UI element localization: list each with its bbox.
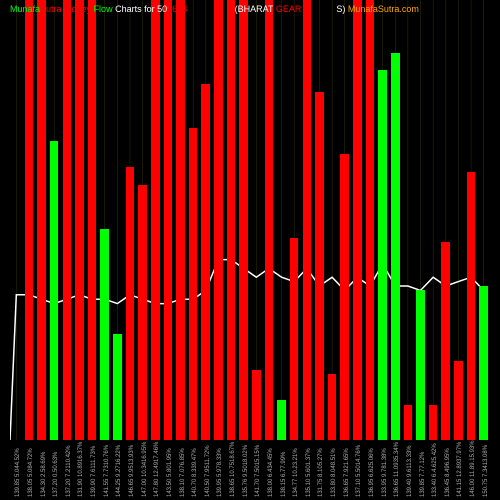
x-label: 133.80 8.048.51% [331, 448, 337, 497]
bar [416, 290, 425, 440]
bar [429, 405, 438, 440]
bar [164, 0, 173, 440]
x-label: 137.20 7.2110.42% [66, 445, 72, 497]
x-label: 147.80 12.4917.46% [154, 442, 160, 497]
bar [25, 0, 34, 440]
bar [214, 0, 223, 440]
bar [227, 0, 236, 440]
bar [366, 0, 375, 440]
x-label: 137.20 0.50.63% [53, 452, 59, 497]
bar [441, 242, 450, 440]
x-label: 133.40 6.4.625.42% [432, 443, 438, 497]
x-label: 139.90 7.6111.73% [91, 446, 97, 497]
x-label: 146.00 11.89.15.93% [470, 440, 476, 497]
x-label: 136.95 6.625.06% [369, 448, 375, 497]
bar [467, 172, 476, 440]
x-label: 133.95 9.781.38% [382, 448, 388, 497]
chart-title: MunafaSutra Money Flow Charts for 505688… [0, 4, 500, 14]
bar [252, 370, 261, 440]
bar [328, 374, 337, 440]
bar [138, 185, 147, 440]
bar [37, 0, 46, 440]
x-label: 138.00 6.434.45% [268, 448, 274, 497]
bar [353, 0, 362, 440]
x-label: 134.77 10.23.21% [293, 448, 299, 497]
bar [378, 70, 387, 440]
x-label: 139.95 5.978.33% [217, 448, 223, 497]
x-axis-labels: 139.85 5.044.52% 138.05 5.084.72% 134.30 2… [10, 442, 490, 500]
bar [303, 0, 312, 440]
bar [277, 400, 286, 440]
x-label: 138.05 5.084.72% [28, 448, 34, 497]
bar [265, 0, 274, 440]
bar [176, 0, 185, 440]
bar [239, 0, 248, 440]
x-label: 141.15 12.8937.97% [457, 442, 463, 497]
x-label: 139.85 5.044.52% [15, 448, 21, 497]
money-flow-chart: MunafaSutra Money Flow Charts for 505688… [0, 0, 500, 500]
bar [126, 167, 135, 440]
bar [63, 0, 72, 440]
x-label: 144.25 9.2716.22% [116, 445, 122, 497]
x-label: 139.85 7.77.12% [420, 452, 426, 497]
bar [189, 128, 198, 440]
x-label: 131.90 10.8916.37% [78, 442, 84, 497]
bar [454, 361, 463, 440]
x-label: 143.50 5.801.95% [167, 448, 173, 497]
bar [100, 229, 109, 440]
bar [479, 286, 488, 440]
x-label: 146.65 9.9513.93% [129, 445, 135, 497]
bar [391, 53, 400, 440]
x-label: 138.15 6.77.99% [281, 452, 287, 497]
x-label: 135.10 5.601.37% [306, 448, 312, 497]
x-label: 136.65 11.0935.34% [394, 442, 400, 497]
bar [201, 84, 210, 440]
x-label: 141.55 7.7310.76% [104, 445, 110, 497]
x-label: 136.65 7.921.65% [344, 448, 350, 497]
bar [113, 334, 122, 440]
x-label: 150.75 7.3413.08% [483, 445, 489, 497]
x-label: 141.70 7.5015.15% [255, 445, 261, 497]
bar [290, 238, 299, 440]
bar [75, 0, 84, 440]
x-label: 140.50 7.9511.72% [205, 445, 211, 497]
x-label: 139.40 9.6113.33% [407, 445, 413, 497]
bar [404, 405, 413, 440]
x-label: 138.65 10.7518.67% [230, 442, 236, 497]
x-label: 131.75 8.105.27% [318, 448, 324, 497]
x-label: 136.45 8.496.95% [445, 448, 451, 497]
x-label: 147.00 10.3416.95% [142, 442, 148, 497]
x-label: 134.30 2.58.69% [41, 452, 47, 497]
x-label: 137.10 5.5014.76% [356, 445, 362, 497]
x-label: 135.76 9.5018.02% [243, 445, 249, 497]
x-label: 140.70 8.339.47% [192, 448, 198, 497]
bar [50, 141, 59, 440]
bar [340, 154, 349, 440]
x-label: 138.10 7.076.85% [180, 448, 186, 497]
bar [151, 0, 160, 440]
bar [315, 92, 324, 440]
bar [88, 0, 97, 440]
plot-area [10, 0, 490, 440]
